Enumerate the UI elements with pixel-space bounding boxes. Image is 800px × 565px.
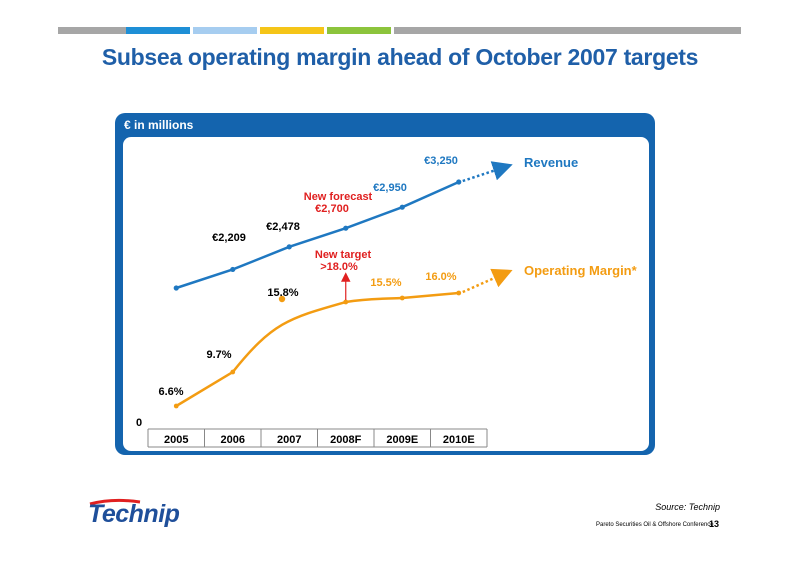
revenue-point [456, 179, 462, 185]
revenue-data-label: €3,250 [424, 155, 458, 167]
revenue-data-label: €2,950 [373, 182, 407, 194]
margin-point [456, 290, 462, 296]
source-note: Source: Technip [655, 502, 720, 512]
panel-label: € in millions [124, 118, 194, 132]
stripe-4 [260, 27, 324, 34]
x-tick-label: 2010E [443, 434, 475, 446]
chart-inner-panel [123, 137, 649, 451]
revenue-point [173, 285, 179, 291]
margin-point-2007 [278, 295, 286, 303]
new-target-label: New target [315, 249, 372, 261]
new-target-value: >18.0% [320, 261, 358, 273]
revenue-data-label: €2,478 [266, 221, 300, 233]
margin-line [175, 291, 459, 408]
stripe-5 [327, 27, 391, 34]
margin-projection-arrow [462, 268, 513, 294]
margin-data-label: 16.0% [425, 271, 456, 283]
revenue-point [230, 266, 236, 273]
technip-logo: Technip [88, 498, 180, 537]
page-number: 13 [709, 519, 720, 529]
revenue-point [343, 225, 349, 231]
revenue-point [286, 244, 292, 250]
stripe-2 [126, 27, 190, 34]
revenue-point [399, 204, 405, 210]
page-title: Subsea operating margin ahead of October… [101, 44, 699, 70]
margin-data-label: 6.6% [158, 386, 183, 398]
logo-mark [89, 498, 141, 506]
revenue-projection-arrow [462, 161, 513, 183]
new-forecast-value: €2,700 [315, 203, 349, 215]
margin-data-label: 15.5% [370, 277, 401, 289]
stripe-1 [58, 27, 188, 34]
logo-text: Technip [88, 500, 180, 528]
x-tick-label: 2007 [277, 434, 301, 446]
x-tick-label: 2005 [164, 434, 188, 446]
margin-data-label: 15.8% [267, 287, 298, 299]
stripe-6 [394, 27, 741, 34]
x-tick-label: 2008F [330, 434, 361, 446]
margin-data-label: 9.7% [206, 349, 231, 361]
new-forecast-label: New forecast [304, 191, 373, 203]
revenue-data-label: €2,209 [212, 232, 246, 244]
stripe-3 [193, 27, 257, 34]
revenue-line [175, 180, 460, 290]
margin-point [343, 299, 349, 305]
margin-point [230, 369, 236, 375]
footer-text: Pareto Securities Oil & Offshore Confere… [596, 522, 714, 528]
margin-point [399, 295, 405, 301]
legend-revenue: Revenue [524, 155, 578, 170]
legend-operating-margin: Operating Margin* [524, 263, 638, 278]
margin-point [173, 403, 179, 409]
y-zero-label: 0 [136, 417, 142, 429]
x-tick-label: 2009E [386, 434, 418, 446]
x-tick-label: 2006 [221, 434, 245, 446]
